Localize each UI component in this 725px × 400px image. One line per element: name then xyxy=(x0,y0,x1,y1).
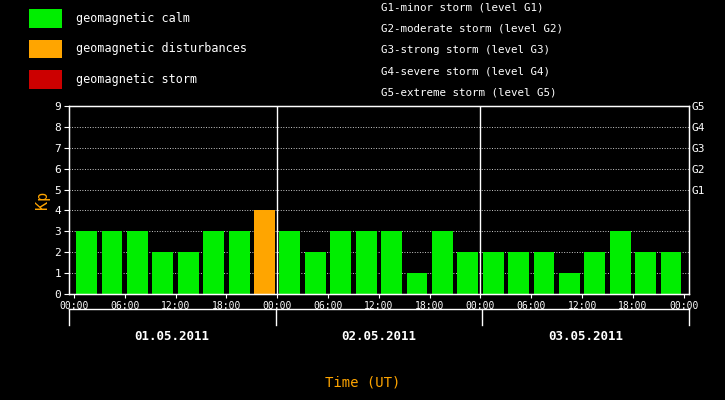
Bar xyxy=(584,252,605,294)
Text: 01.05.2011: 01.05.2011 xyxy=(135,330,210,343)
Bar xyxy=(534,252,555,294)
Bar xyxy=(331,231,351,294)
Bar xyxy=(29,40,62,58)
Text: G2-moderate storm (level G2): G2-moderate storm (level G2) xyxy=(381,24,563,34)
Bar xyxy=(203,231,224,294)
Text: 02.05.2011: 02.05.2011 xyxy=(341,330,416,343)
Bar xyxy=(102,231,123,294)
Text: G1-minor storm (level G1): G1-minor storm (level G1) xyxy=(381,2,543,12)
Bar xyxy=(305,252,326,294)
Bar xyxy=(559,273,580,294)
Text: G4-severe storm (level G4): G4-severe storm (level G4) xyxy=(381,66,550,76)
Text: geomagnetic calm: geomagnetic calm xyxy=(76,12,190,25)
Bar xyxy=(381,231,402,294)
Bar xyxy=(254,210,275,294)
Bar xyxy=(152,252,173,294)
Bar xyxy=(127,231,148,294)
Bar xyxy=(178,252,199,294)
Text: 03.05.2011: 03.05.2011 xyxy=(548,330,623,343)
Text: geomagnetic storm: geomagnetic storm xyxy=(76,73,197,86)
Bar xyxy=(610,231,631,294)
Bar xyxy=(29,70,62,89)
Bar xyxy=(483,252,504,294)
Bar xyxy=(356,231,376,294)
Bar xyxy=(407,273,427,294)
Bar xyxy=(660,252,682,294)
Text: Time (UT): Time (UT) xyxy=(325,376,400,390)
Y-axis label: Kp: Kp xyxy=(36,191,50,209)
Bar xyxy=(508,252,529,294)
Bar xyxy=(432,231,452,294)
Text: G5-extreme storm (level G5): G5-extreme storm (level G5) xyxy=(381,88,556,98)
Text: G3-strong storm (level G3): G3-strong storm (level G3) xyxy=(381,45,550,55)
Bar xyxy=(279,231,300,294)
Bar xyxy=(76,231,97,294)
Bar xyxy=(457,252,479,294)
Bar xyxy=(29,9,62,28)
Bar xyxy=(635,252,656,294)
Bar xyxy=(228,231,249,294)
Text: geomagnetic disturbances: geomagnetic disturbances xyxy=(76,42,247,56)
